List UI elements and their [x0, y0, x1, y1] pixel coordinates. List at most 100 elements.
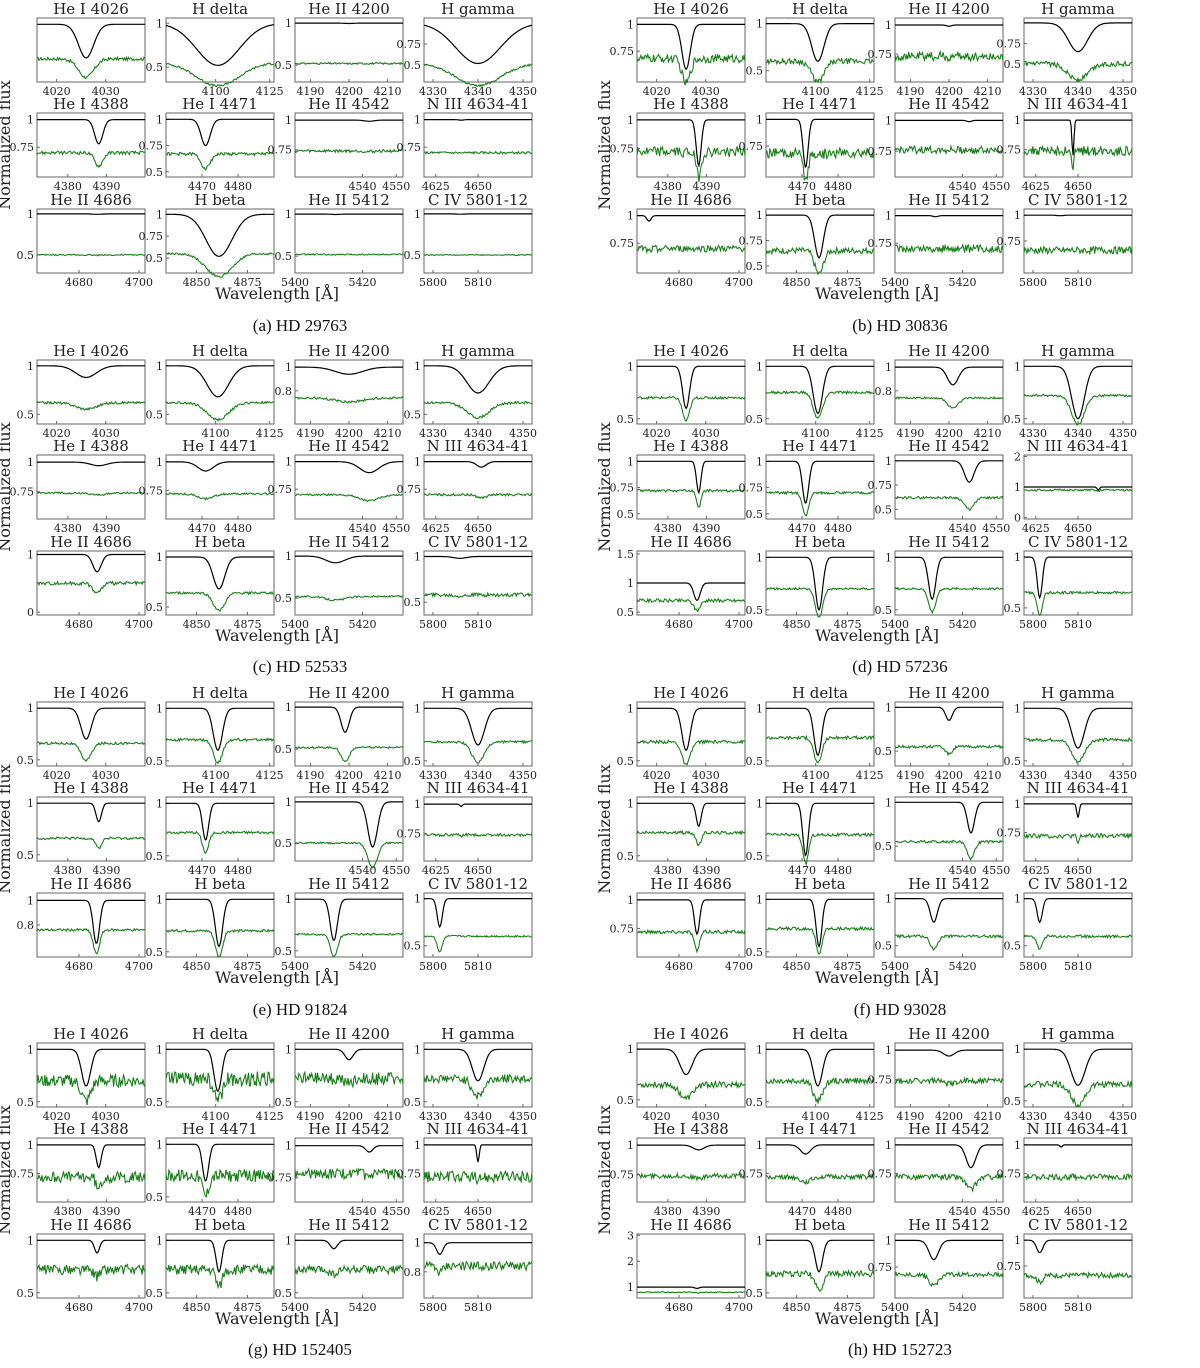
- y-tick-label: 1: [756, 18, 763, 31]
- x-tick-label: 4850: [783, 1301, 811, 1314]
- y-tick-label: 0.5: [404, 59, 422, 72]
- x-tick-label: 4875: [234, 1301, 262, 1314]
- panel-h-gamma: H gamma 4330 4340 4350 0.5 1: [1004, 342, 1138, 440]
- y-tick-label: 0.5: [404, 408, 422, 421]
- x-tick-label: 4680: [65, 618, 93, 631]
- panel-he-ii-4200: He II 4200 4190 4200 4210 0.5 1: [275, 684, 404, 782]
- model-spectrum: [1024, 119, 1132, 156]
- y-tick-label: 1: [27, 456, 34, 469]
- panel-title: N III 4634-41: [1027, 779, 1130, 797]
- panel-frame: [423, 550, 533, 616]
- panel-he-i-4471: He I 4471 4470 4480 0.75 1: [139, 437, 275, 535]
- x-tick-label: 5810: [464, 618, 492, 631]
- x-tick-label: 4680: [665, 960, 693, 973]
- y-tick-label: 0.5: [17, 1096, 35, 1109]
- x-axis-label: Wavelength [Å]: [815, 967, 939, 987]
- observed-spectrum: [294, 745, 404, 763]
- x-tick-label: 4020: [43, 427, 71, 440]
- panel-n-iii-4634-41: N III 4634-41 4625 4650 0.75 1: [997, 95, 1133, 193]
- y-tick-label: 0.75: [868, 48, 893, 61]
- y-tick-label: 1: [1014, 360, 1021, 373]
- x-tick-label: 5800: [419, 276, 447, 289]
- observed-spectrum: [636, 1291, 745, 1294]
- panel-frame: [165, 208, 275, 274]
- y-tick-label: 1: [756, 455, 763, 468]
- x-tick-label: 5400: [281, 960, 309, 973]
- observed-spectrum: [636, 1171, 746, 1182]
- x-tick-label: 4550: [982, 864, 1010, 877]
- model-spectrum: [295, 898, 403, 941]
- model-spectrum: [637, 707, 745, 752]
- y-axis-label: Normalized flux: [595, 422, 614, 551]
- panel-c-iv-5801-12: C IV 5801-12 5800 5810 0.8 1: [404, 1216, 533, 1314]
- panel-frame: [165, 701, 275, 767]
- panel-he-i-4388: He I 4388 4380 4390 0.75 1: [10, 1120, 146, 1218]
- observed-spectrum: [894, 839, 1004, 862]
- observed-spectrum: [36, 253, 146, 257]
- x-tick-label: 4875: [834, 276, 862, 289]
- y-tick-label: 0.75: [868, 237, 893, 250]
- panel-he-ii-4542: He II 4542 4540 4550 0.5 1: [875, 779, 1011, 877]
- model-spectrum: [424, 461, 532, 468]
- panel-title: He II 5412: [908, 1216, 990, 1234]
- x-tick-label: 4540: [349, 180, 377, 193]
- x-tick-label: 4380: [654, 1205, 682, 1218]
- panel-title: He II 4686: [650, 191, 732, 209]
- x-tick-label: 4350: [509, 769, 537, 782]
- x-tick-label: 4550: [982, 1205, 1010, 1218]
- y-tick-label: 1: [627, 797, 634, 810]
- model-spectrum: [895, 460, 1003, 483]
- panel-he-i-4026: He I 4026 4020 4030 0.5 1: [617, 684, 746, 782]
- panel-frame: [765, 892, 875, 958]
- panel-he-ii-4686: He II 4686 4680 4700 0.75 1: [610, 875, 754, 973]
- panel-he-ii-4200: He II 4200 4190 4200 4210 0.8 1: [875, 342, 1004, 440]
- x-tick-label: 4020: [643, 85, 671, 98]
- x-tick-label: 4330: [1019, 85, 1047, 98]
- model-spectrum: [37, 899, 145, 944]
- observed-spectrum: [1023, 60, 1133, 83]
- panel-title: He I 4471: [182, 437, 258, 455]
- panel-title: H delta: [192, 342, 248, 360]
- panel-he-i-4026: He I 4026 4020 4030 0.5 1: [17, 342, 146, 440]
- panel-frame: [36, 1233, 146, 1299]
- panel-title: He II 4542: [308, 1120, 390, 1138]
- x-tick-label: 4210: [374, 85, 402, 98]
- y-tick-label: 0.5: [275, 743, 293, 756]
- panel-title: He II 4686: [50, 533, 132, 551]
- x-tick-label: 4650: [464, 1205, 492, 1218]
- x-axis-label: Wavelength [Å]: [815, 625, 939, 645]
- x-tick-label: 4020: [643, 427, 671, 440]
- y-tick-label: 0.5: [17, 754, 35, 767]
- y-tick-label: 0.75: [868, 145, 893, 158]
- panel-frame: [423, 1137, 533, 1203]
- x-tick-label: 4100: [802, 1110, 830, 1123]
- y-tick-label: 1: [885, 210, 892, 223]
- observed-spectrum: [765, 56, 875, 84]
- observed-spectrum: [36, 927, 146, 955]
- y-tick-label: 1: [885, 361, 892, 374]
- x-tick-label: 4650: [1064, 522, 1092, 535]
- panel-title: He II 4542: [908, 437, 990, 455]
- x-tick-label: 4020: [43, 1110, 71, 1123]
- observed-spectrum: [36, 836, 146, 850]
- panel-frame: [765, 17, 875, 83]
- x-tick-label: 4340: [464, 427, 492, 440]
- panel-title: C IV 5801-12: [428, 533, 528, 551]
- x-tick-label: 4700: [125, 1301, 153, 1314]
- y-tick-label: 0.75: [997, 235, 1022, 248]
- x-tick-label: 4210: [974, 769, 1002, 782]
- y-tick-label: 1: [27, 208, 34, 221]
- x-axis-label: Wavelength [Å]: [215, 283, 339, 303]
- y-axis-label: Normalized flux: [595, 764, 614, 893]
- panel-frame: [36, 17, 146, 83]
- panel-he-ii-5412: He II 5412 5400 5420 0.75 1: [868, 1216, 1004, 1314]
- panel-title: He I 4388: [53, 95, 129, 113]
- observed-spectrum: [1023, 832, 1133, 845]
- caption-c: (c) HD 52533: [252, 657, 348, 676]
- panel-he-i-4471: He I 4471 4470 4480 0.5 1: [146, 779, 275, 877]
- y-tick-label: 0.5: [17, 849, 35, 862]
- observed-spectrum: [294, 61, 404, 66]
- y-tick-label: 1: [756, 1139, 763, 1152]
- panel-he-ii-4200: He II 4200 4190 4200 4210 0.5 1: [875, 684, 1004, 782]
- model-spectrum: [37, 119, 145, 145]
